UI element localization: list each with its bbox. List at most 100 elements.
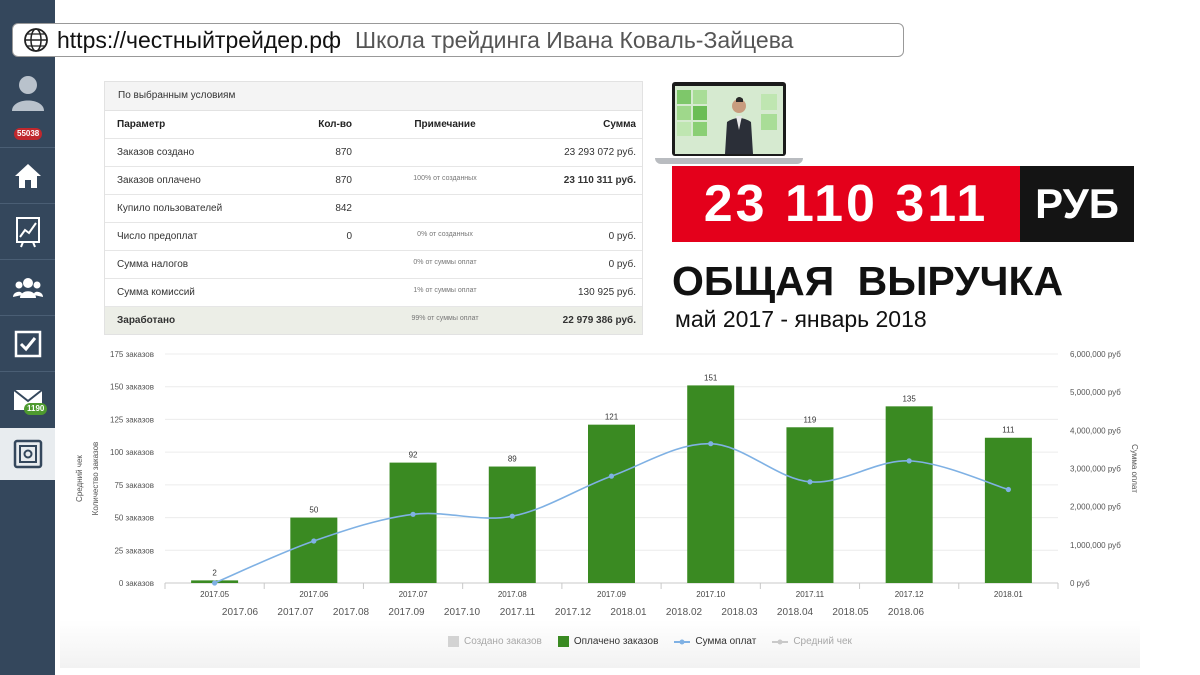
sum-point bbox=[608, 473, 615, 479]
legend-label: Сумма оплат bbox=[695, 636, 757, 647]
row-sum: 23 293 072 руб. bbox=[564, 147, 636, 158]
stats-button[interactable] bbox=[0, 206, 55, 258]
chart-legend: Создано заказов Оплачено заказов Сумма о… bbox=[448, 636, 852, 647]
legend-item-sum[interactable]: Сумма оплат bbox=[674, 636, 756, 647]
table-row: Число предоплат 0 0% от созданных 0 руб. bbox=[105, 223, 642, 251]
x-tick-label: 2017.08 bbox=[498, 590, 527, 599]
left-tick-label: 150 заказов bbox=[110, 383, 154, 392]
legend-item-avg[interactable]: Средний чек bbox=[772, 636, 852, 647]
table-row: Заказов оплачено 870 100% от созданных 2… bbox=[105, 167, 642, 195]
left-tick-label: 50 заказов bbox=[114, 514, 154, 523]
bar-value-label: 89 bbox=[508, 455, 517, 464]
secondary-x-label: 2018.02 bbox=[666, 607, 703, 618]
table-row: Сумма комиссий 1% от суммы оплат 130 925… bbox=[105, 279, 642, 307]
row-param: Заказов оплачено bbox=[117, 175, 201, 186]
row-sum: 23 110 311 руб. bbox=[563, 175, 636, 186]
bar bbox=[588, 424, 635, 583]
mail-button[interactable] bbox=[0, 374, 55, 426]
users-count-badge: 55038 bbox=[14, 128, 43, 140]
x-tick-label: 2017.12 bbox=[895, 590, 924, 599]
table-row: Сумма налогов 0% от суммы оплат 0 руб. bbox=[105, 251, 642, 279]
laptop-video-thumbnail[interactable] bbox=[655, 80, 803, 164]
secondary-x-label: 2017.07 bbox=[277, 607, 314, 618]
right-tick-label: 1,000,000 руб bbox=[1070, 541, 1121, 550]
bar-value-label: 119 bbox=[804, 415, 817, 424]
users-button[interactable] bbox=[0, 262, 55, 314]
header-note: Примечание bbox=[414, 119, 476, 130]
laptop-screen bbox=[672, 82, 786, 156]
chart-footer bbox=[60, 620, 1140, 668]
x-tick-label: 2018.01 bbox=[994, 590, 1023, 599]
home-button[interactable] bbox=[0, 150, 55, 202]
safe-button[interactable] bbox=[0, 428, 55, 480]
sum-point bbox=[311, 538, 317, 544]
secondary-x-label: 2017.11 bbox=[500, 607, 536, 618]
secondary-x-label: 2018.01 bbox=[610, 607, 647, 618]
user-icon bbox=[11, 76, 44, 111]
x-tick-label: 2017.07 bbox=[399, 590, 428, 599]
globe-icon bbox=[24, 28, 48, 52]
right-axis-title: Сумма оплат bbox=[1130, 444, 1139, 493]
right-tick-label: 5,000,000 руб bbox=[1070, 388, 1121, 397]
sidebar-divider bbox=[0, 203, 55, 204]
header-param: Параметр bbox=[117, 119, 166, 130]
row-qty: 842 bbox=[335, 203, 352, 214]
header-sum: Сумма bbox=[603, 119, 636, 130]
bar bbox=[687, 385, 735, 583]
left-axis-title: Количество заказов bbox=[91, 442, 100, 516]
bar-value-label: 92 bbox=[409, 451, 418, 460]
tasks-button[interactable] bbox=[0, 318, 55, 370]
row-param: Заказов создано bbox=[117, 147, 195, 158]
row-param: Сумма комиссий bbox=[117, 287, 195, 298]
x-tick-label: 2017.09 bbox=[597, 590, 626, 599]
secondary-x-label: 2018.06 bbox=[888, 607, 925, 618]
secondary-x-label: 2017.09 bbox=[388, 607, 425, 618]
row-param: Сумма налогов bbox=[117, 259, 189, 270]
table-row: Заказов создано 870 23 293 072 руб. bbox=[105, 139, 642, 167]
bar-value-label: 111 bbox=[1002, 426, 1015, 435]
url-text[interactable]: https://честныйтрейдер.рф bbox=[57, 26, 341, 53]
legend-item-created[interactable]: Создано заказов bbox=[448, 636, 542, 647]
table-row: Купило пользователей 842 bbox=[105, 195, 642, 223]
right-tick-label: 3,000,000 руб bbox=[1070, 465, 1121, 474]
bar-value-label: 151 bbox=[704, 373, 718, 382]
orders-chart: 0 заказов 25 заказов 50 заказов 75 заказов 1… bbox=[75, 350, 1139, 618]
bar bbox=[488, 466, 536, 583]
legend-label: Оплачено заказов bbox=[573, 636, 659, 647]
sidebar: 55038 bbox=[0, 0, 55, 675]
sum-point bbox=[1005, 486, 1011, 493]
left-tick-label: 125 заказов bbox=[110, 415, 154, 424]
laptop-base bbox=[655, 158, 803, 164]
profile-button[interactable] bbox=[0, 68, 55, 116]
row-param: Купило пользователей bbox=[117, 203, 223, 214]
secondary-x-label: 2018.05 bbox=[832, 607, 869, 618]
address-bar[interactable]: https://честныйтрейдер.рф Школа трейдинг… bbox=[12, 23, 904, 57]
row-note: 0% от суммы оплат bbox=[413, 259, 477, 266]
x-tick-label: 2017.10 bbox=[696, 590, 725, 599]
right-tick-label: 2,000,000 руб bbox=[1070, 503, 1121, 512]
page-subtitle: Школа трейдинга Ивана Коваль-Зайцева bbox=[355, 26, 794, 53]
sidebar-divider bbox=[0, 147, 55, 148]
x-tick-label: 2017.05 bbox=[200, 590, 229, 599]
bar-value-label: 2 bbox=[212, 568, 217, 577]
legend-label: Средний чек bbox=[793, 636, 852, 647]
row-param: Число предоплат bbox=[117, 231, 198, 242]
right-tick-label: 6,000,000 руб bbox=[1070, 350, 1121, 359]
left-tick-label: 0 заказов bbox=[119, 579, 154, 588]
legend-item-paid[interactable]: Оплачено заказов bbox=[557, 636, 659, 647]
left-tick-label: 75 заказов bbox=[114, 481, 154, 490]
bar-value-label: 50 bbox=[309, 506, 318, 515]
secondary-x-label: 2018.04 bbox=[777, 607, 814, 618]
row-qty: 0 bbox=[346, 231, 352, 242]
row-sum: 130 925 руб. bbox=[578, 287, 636, 298]
bar-value-label: 121 bbox=[605, 413, 619, 422]
bar bbox=[389, 462, 437, 583]
x-tick-label: 2017.06 bbox=[299, 590, 328, 599]
sum-point bbox=[212, 580, 218, 586]
left-axis-title: Средний чек bbox=[75, 455, 84, 502]
revenue-amount: 23 110 311 bbox=[672, 166, 1020, 242]
table-total-row: Заработано 99% от суммы оплат 22 979 386… bbox=[105, 307, 642, 334]
revenue-currency: РУБ bbox=[1020, 166, 1134, 242]
bar bbox=[290, 517, 338, 583]
header-qty: Кол-во bbox=[318, 119, 352, 130]
